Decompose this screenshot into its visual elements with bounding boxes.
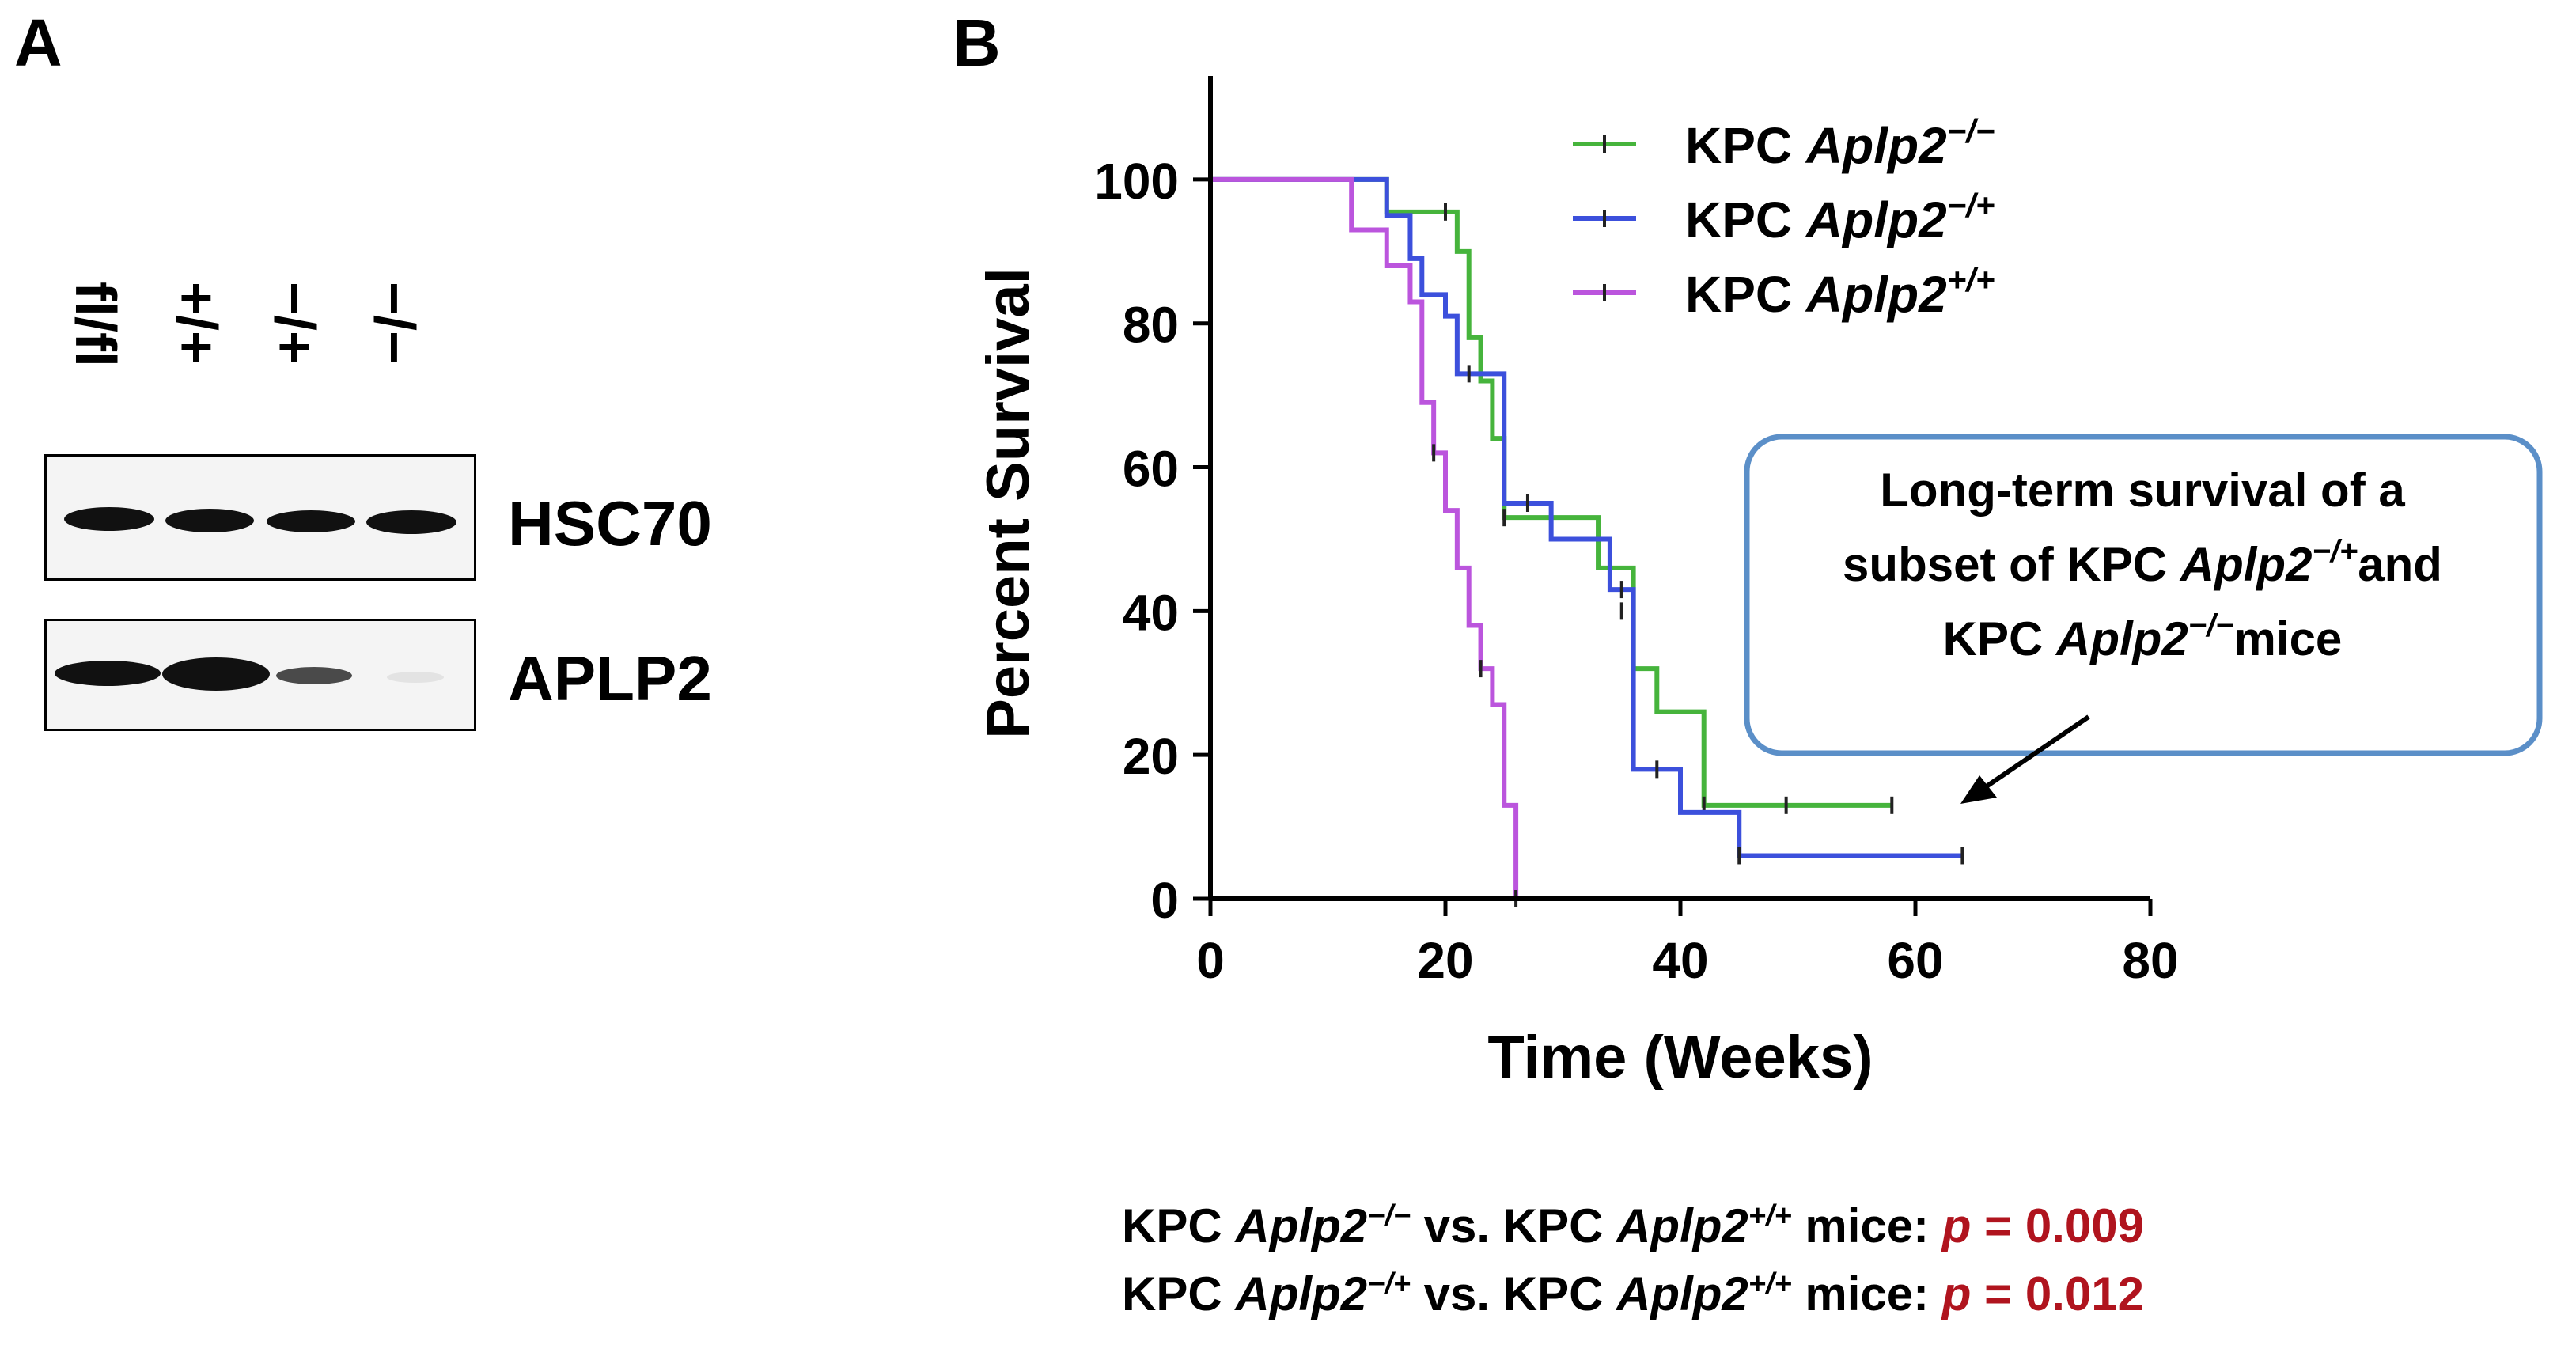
aplp2-band-2 [162,657,270,691]
hsc70-blot [44,454,476,581]
callout-line-1: Long-term survival of a [1880,464,2405,517]
callout-border [1744,434,2543,756]
y-axis-label: Percent Survival [975,267,1042,739]
aplp2-blot [44,619,476,731]
y-tick-label-40: 40 [1123,584,1179,641]
panel-b-letter: B [953,6,1001,80]
hsc70-band-3 [267,510,355,532]
x-tick-label-40: 40 [1652,932,1708,989]
callout-arrowhead [1960,775,1997,804]
series-line-1 [1210,176,1892,808]
hsc70-band-1 [64,507,154,531]
aplp2-band-1 [55,661,161,686]
x-tick-label-0: 0 [1196,932,1225,989]
legend-label-3: KPC Aplp2+/+ [1685,261,1995,323]
x-tick-label-20: 20 [1417,932,1473,989]
panel-a-letter: A [14,6,63,80]
callout-box: Long-term survival of a subset of KPC Ap… [1744,434,2543,804]
stats-line-2: KPC Aplp2−/+ vs. KPC Aplp2+/+ mice: p = … [1122,1267,2144,1320]
hsc70-band-2 [165,509,254,532]
aplp2-label: APLP2 [508,643,712,714]
y-tick-label-0: 0 [1150,872,1179,929]
x-axis-label: Time (Weeks) [1487,1024,1873,1091]
survival-chart: 0 20 40 60 80 100 0 20 40 60 80 Time (Weeks) Percent… [975,76,2543,1091]
hsc70-label: HSC70 [508,488,712,559]
series-layer [1210,176,1964,907]
lane-label-3: −/+ [263,282,326,365]
y-tick-label-100: 100 [1094,153,1179,210]
x-tick-label-80: 80 [2122,932,2178,989]
aplp2-band-3 [276,667,352,684]
legend-label-1: KPC Aplp2−/− [1685,112,1995,174]
axes-layer: 0 20 40 60 80 100 0 20 40 60 80 Time (Weeks) Percent… [975,76,2179,1091]
y-tick-label-20: 20 [1123,728,1179,785]
lane-label-1: fl/fl [63,282,127,367]
legend-label-2: KPC Aplp2−/+ [1685,187,1995,248]
legend: KPC Aplp2−/− KPC Aplp2−/+ KPC Aplp2+/+ [1573,112,1995,323]
western-blot-panel: fl/fl +/+ −/+ −/− HSC70 APLP2 [0,0,791,791]
series-line-3 [1210,176,1519,899]
y-tick-label-60: 60 [1123,441,1179,498]
stats-line-1: KPC Aplp2−/− vs. KPC Aplp2+/+ mice: p = … [1122,1199,2144,1252]
lane-label-4: −/− [362,282,426,365]
series-line-2 [1210,176,1963,858]
callout-arrow [1978,714,2090,794]
hsc70-band-4 [366,510,456,534]
x-tick-label-60: 60 [1887,932,1943,989]
callout-line-2: subset of KPC Aplp2−/+and [1843,534,2442,591]
aplp2-band-4 [387,672,444,683]
callout-line-3: KPC Aplp2−/−mice [1943,608,2343,665]
y-tick-label-80: 80 [1123,297,1179,354]
lane-label-2: +/+ [165,282,228,365]
